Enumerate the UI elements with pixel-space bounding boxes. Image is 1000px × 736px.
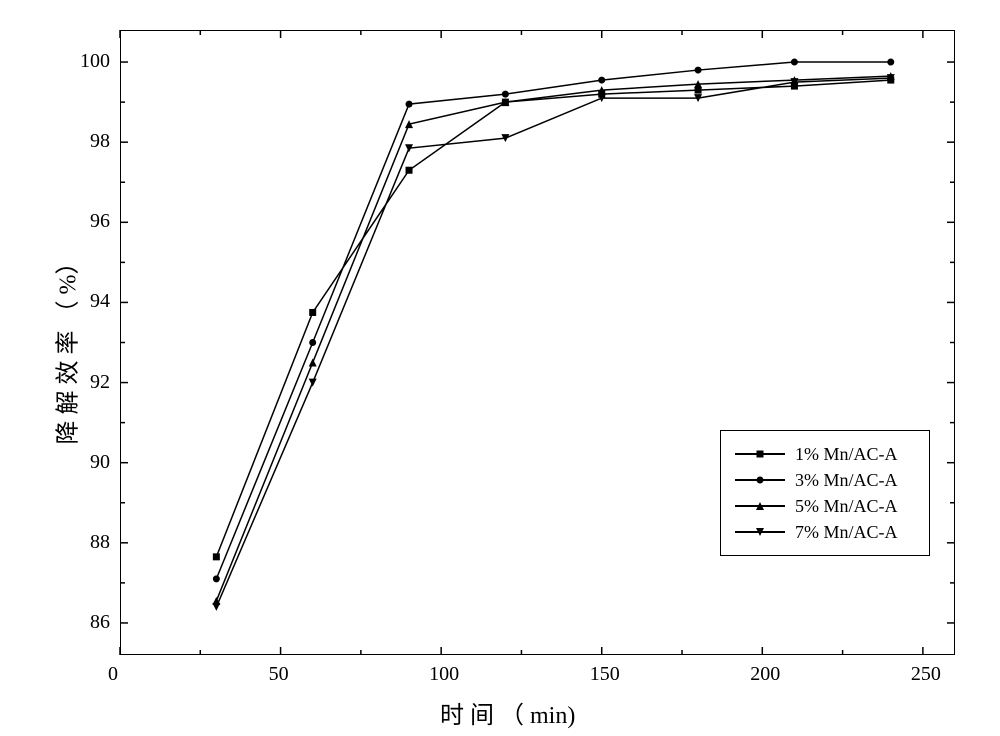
legend-item: 3% Mn/AC-A (735, 467, 915, 493)
legend-label: 1% Mn/AC-A (795, 444, 898, 465)
y-tick-label: 96 (90, 210, 110, 233)
chart-container: 降 解 效 率 （ %） 时 间 （ min) 86 88 90 92 94 96 98 10… (0, 0, 1000, 736)
legend: 1% Mn/AC-A 3% Mn/AC-A 5% Mn/AC-A 7% Mn/AC-A (720, 430, 930, 556)
y-tick-label: 86 (90, 611, 110, 634)
legend-label: 7% Mn/AC-A (795, 522, 898, 543)
x-tick-label: 200 (750, 663, 780, 686)
x-tick-label: 250 (911, 663, 941, 686)
legend-label: 5% Mn/AC-A (795, 496, 898, 517)
chart-svg (0, 0, 1000, 736)
y-tick-label: 94 (90, 290, 110, 313)
y-tick-label: 90 (90, 451, 110, 474)
x-tick-label: 50 (269, 663, 289, 686)
legend-label: 3% Mn/AC-A (795, 470, 898, 491)
x-tick-label: 100 (429, 663, 459, 686)
y-axis-label: 降 解 效 率 （ %） (48, 238, 83, 458)
x-axis-label: 时 间 （ min) (440, 695, 575, 730)
y-tick-label: 98 (90, 130, 110, 153)
legend-item: 7% Mn/AC-A (735, 519, 915, 545)
x-tick-label: 0 (108, 663, 118, 686)
x-tick-label: 150 (590, 663, 620, 686)
y-tick-label: 100 (80, 50, 110, 73)
legend-item: 1% Mn/AC-A (735, 441, 915, 467)
y-tick-label: 92 (90, 371, 110, 394)
legend-item: 5% Mn/AC-A (735, 493, 915, 519)
y-tick-label: 88 (90, 531, 110, 554)
